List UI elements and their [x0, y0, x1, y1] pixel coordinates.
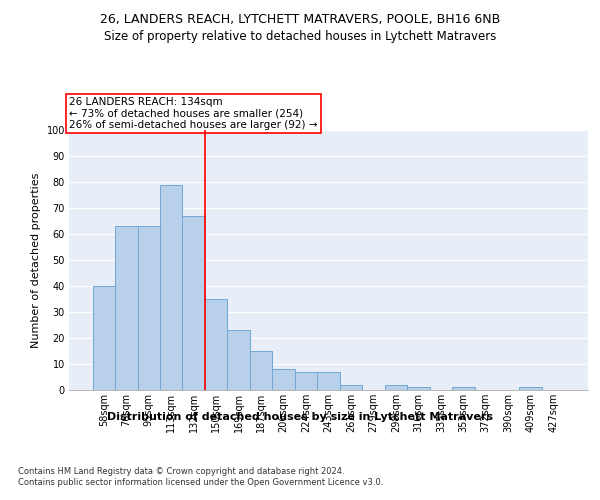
Text: Contains HM Land Registry data © Crown copyright and database right 2024.
Contai: Contains HM Land Registry data © Crown c… [18, 468, 383, 487]
Bar [340, 385, 362, 390]
Y-axis label: Number of detached properties: Number of detached properties [31, 172, 41, 348]
Text: 26 LANDERS REACH: 134sqm
← 73% of detached houses are smaller (254)
26% of semi-: 26 LANDERS REACH: 134sqm ← 73% of detach… [69, 97, 317, 130]
Bar [227, 330, 250, 390]
Bar [205, 299, 227, 390]
Bar [250, 351, 272, 390]
Bar [317, 372, 340, 390]
Bar [160, 184, 182, 390]
Bar [92, 286, 115, 390]
Bar [182, 216, 205, 390]
Text: Distribution of detached houses by size in Lytchett Matravers: Distribution of detached houses by size … [107, 412, 493, 422]
Bar [520, 388, 542, 390]
Text: 26, LANDERS REACH, LYTCHETT MATRAVERS, POOLE, BH16 6NB: 26, LANDERS REACH, LYTCHETT MATRAVERS, P… [100, 12, 500, 26]
Bar [452, 388, 475, 390]
Bar [137, 226, 160, 390]
Bar [115, 226, 137, 390]
Bar [295, 372, 317, 390]
Bar [385, 385, 407, 390]
Bar [272, 369, 295, 390]
Bar [407, 388, 430, 390]
Text: Size of property relative to detached houses in Lytchett Matravers: Size of property relative to detached ho… [104, 30, 496, 43]
